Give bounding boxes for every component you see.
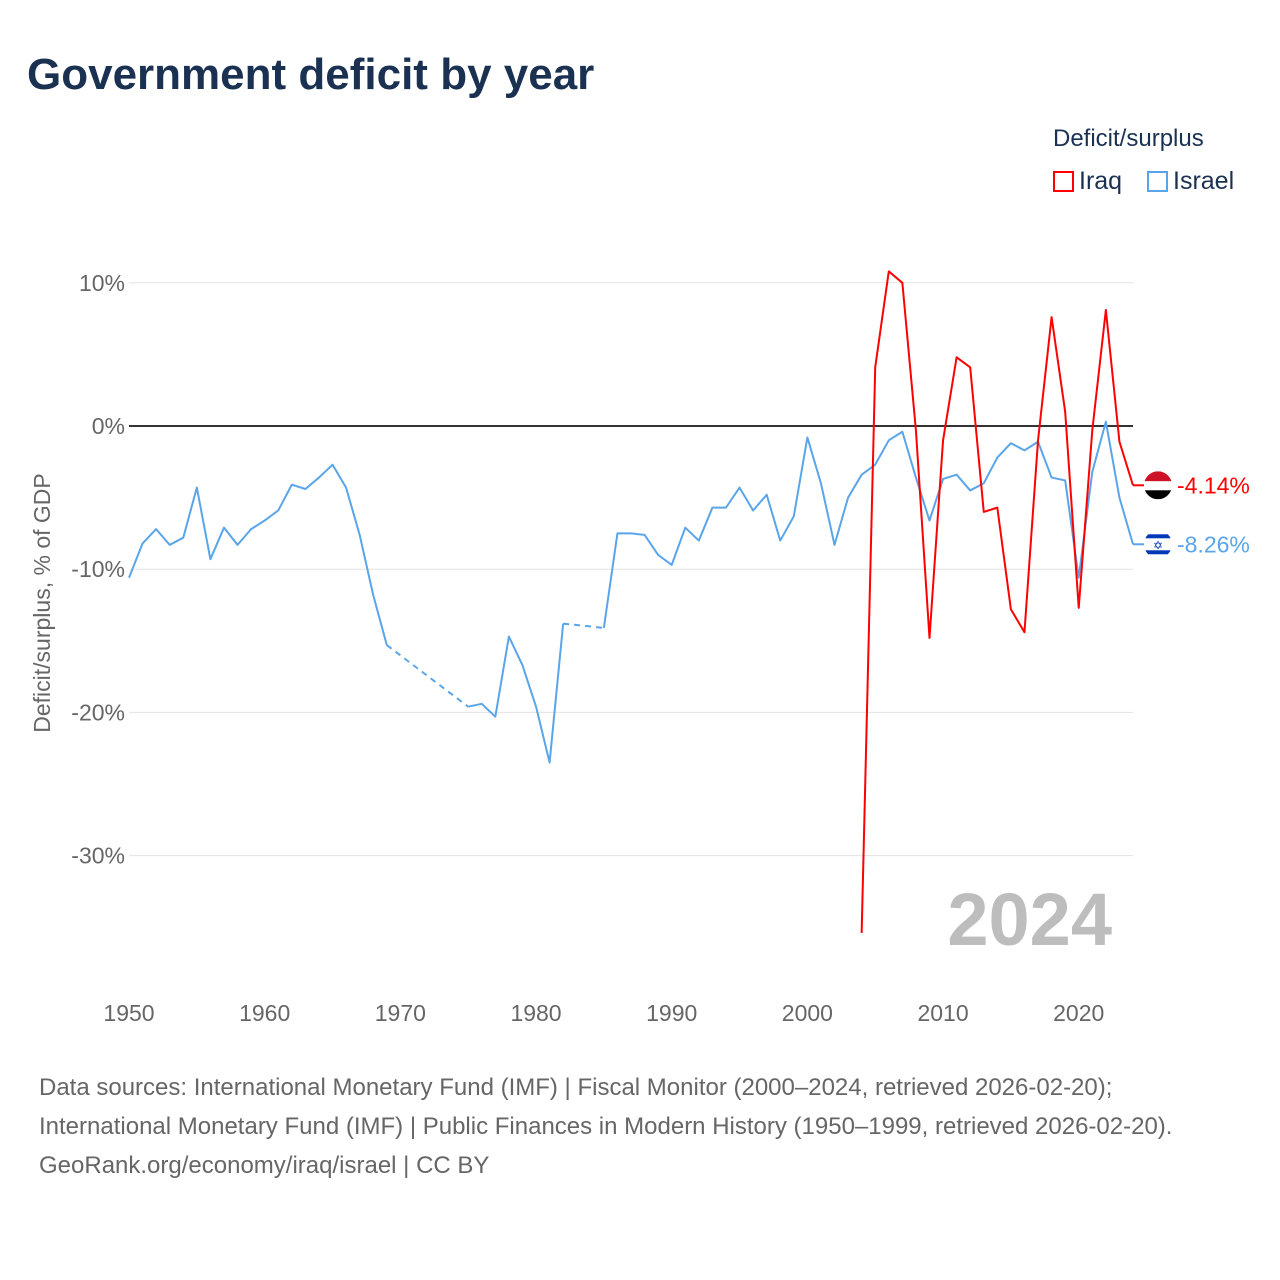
end-value-label-iraq: -4.14%	[1177, 472, 1250, 498]
year-label: 2024	[947, 878, 1112, 961]
series-line-israel	[602, 420, 1134, 629]
svg-text:✡: ✡	[1153, 538, 1163, 552]
y-axis-label: Deficit/surplus, % of GDP	[29, 473, 55, 732]
x-tick-label: 1980	[510, 1000, 561, 1026]
series-gap-israel	[563, 622, 604, 629]
credit-link[interactable]: GeoRank.org/economy/iraq/israel | CC BY	[39, 1152, 490, 1179]
end-value-label-israel: -8.26%	[1177, 531, 1250, 557]
legend-label: Iraq	[1079, 167, 1123, 195]
flag-israel-icon: ✡	[1144, 530, 1172, 559]
x-tick-label: 1970	[375, 1000, 426, 1026]
legend-title: Deficit/surplus	[1053, 125, 1204, 152]
plot-area: 10% 0% -10% -20% -30% 1950 1960 1970 1980 1990 200…	[29, 270, 1250, 1026]
y-tick-label: 10%	[79, 270, 125, 296]
series-line-israel	[467, 623, 565, 764]
data-sources: Data sources: International Monetary Fun…	[39, 1074, 1173, 1140]
x-tick-label: 2000	[782, 1000, 833, 1026]
flag-iraq-icon	[1144, 471, 1172, 500]
y-tick-label: -30%	[71, 843, 125, 869]
y-tick-label: -20%	[71, 699, 125, 725]
x-tick-label: 1960	[239, 1000, 290, 1026]
legend-item-iraq[interactable]: Iraq	[1053, 167, 1122, 196]
footer: Data sources: International Monetary Fun…	[39, 1068, 1239, 1185]
y-tick-label: 0%	[92, 413, 125, 439]
x-tick-label: 2010	[917, 1000, 968, 1026]
series-line-israel	[128, 463, 388, 646]
legend-item-israel[interactable]: Israel	[1147, 167, 1234, 196]
chart-title: Government deficit by year	[27, 50, 595, 99]
legend-swatch-iraq	[1053, 171, 1074, 192]
x-tick-label: 2020	[1053, 1000, 1104, 1026]
series-line-iraq	[860, 270, 1134, 933]
legend-swatch-israel	[1147, 171, 1168, 192]
x-tick-label: 1990	[646, 1000, 697, 1026]
legend-label: Israel	[1173, 167, 1235, 195]
x-tick-label: 1950	[103, 1000, 154, 1026]
y-tick-label: -10%	[71, 556, 125, 582]
series-gap-israel	[386, 644, 469, 708]
